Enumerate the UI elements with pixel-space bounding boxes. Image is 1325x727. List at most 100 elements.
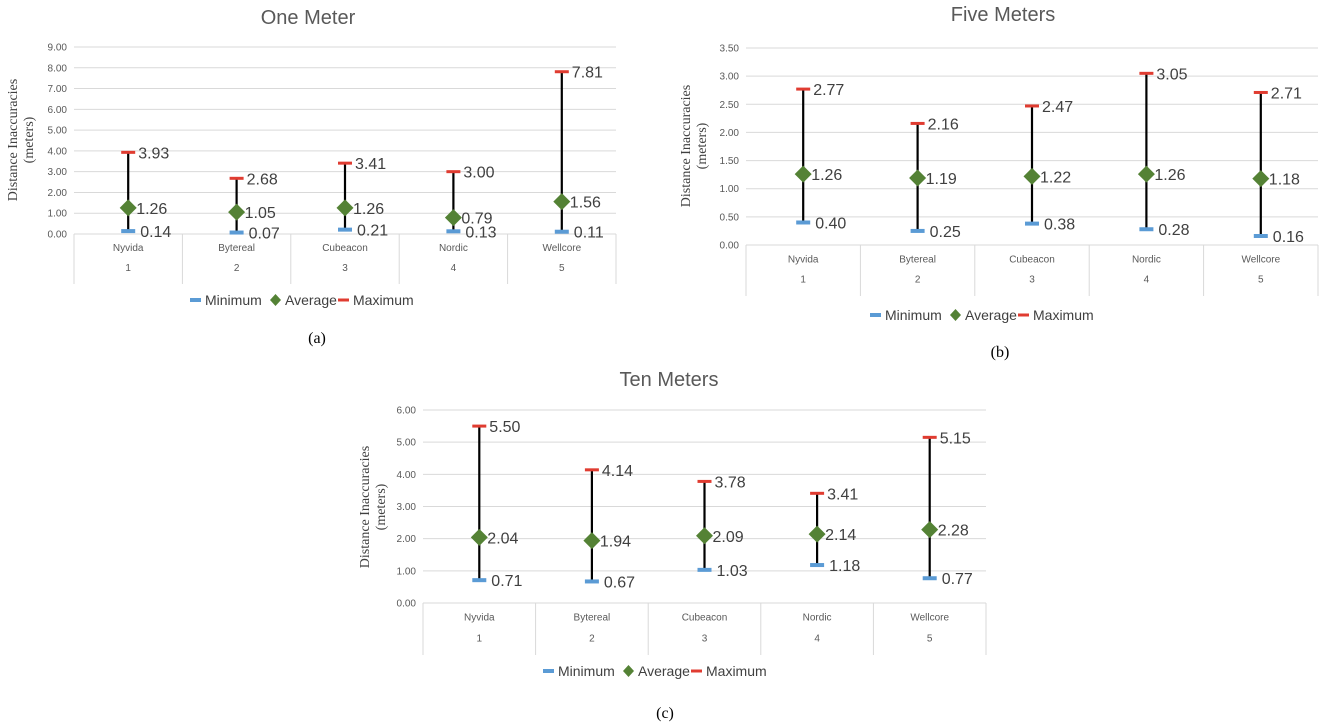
maximum-marker [1139, 71, 1154, 75]
average-marker [444, 209, 462, 227]
maximum-marker [229, 176, 244, 180]
average-marker [1023, 167, 1041, 185]
minimum-marker [446, 229, 461, 234]
average-marker [228, 203, 246, 221]
minimum-marker [910, 228, 925, 233]
category-label: Cubeacon [322, 243, 368, 254]
category-label: Nyvida [464, 613, 495, 624]
category-label: Nordic [439, 243, 468, 254]
chart-1: One Meter 0.00 1.00 2.00 3.00 4.00 5.00 6.00 7.0… [6, 7, 617, 347]
average-marker [921, 521, 939, 539]
average-marker [470, 528, 488, 546]
category-label: Wellcore [910, 613, 949, 624]
maximum-data-label: 5.15 [940, 430, 971, 447]
category-index-label: 1 [800, 275, 806, 286]
average-marker [1252, 170, 1270, 188]
maximum-marker [121, 150, 136, 154]
average-marker [553, 193, 571, 211]
y-axis-label-line: Distance Inaccuracies [679, 85, 694, 207]
maximum-marker [472, 424, 487, 428]
category-index-label: 4 [1144, 275, 1150, 286]
category-label: Nyvida [113, 243, 144, 254]
minimum-data-label: 0.77 [942, 571, 973, 588]
chart-title: One Meter [261, 7, 356, 29]
minimum-data-label: 1.18 [829, 558, 860, 575]
chart-title: Five Meters [951, 4, 1055, 26]
maximum-marker [446, 170, 461, 174]
category-index-label: 1 [125, 263, 131, 274]
minimum-marker [697, 567, 712, 572]
legend-label: Minimum [558, 663, 615, 679]
y-tick-label: 1.00 [397, 566, 417, 577]
average-marker [696, 527, 713, 545]
y-tick-label: 5.00 [397, 438, 417, 449]
average-marker [119, 199, 137, 217]
y-tick-label: 6.00 [397, 406, 417, 417]
maximum-marker [338, 161, 352, 165]
y-tick-label: 4.00 [397, 470, 417, 481]
category-index-label: 2 [234, 263, 240, 274]
y-tick-label: 2.00 [397, 534, 417, 545]
y-tick-label: 8.00 [48, 63, 68, 74]
minimum-data-label: 0.07 [249, 226, 280, 243]
maximum-data-label: 3.78 [715, 474, 746, 491]
category-index-label: 2 [589, 633, 595, 644]
y-tick-label: 7.00 [48, 84, 68, 95]
legend-minimum-swatch [870, 313, 881, 317]
maximum-data-label: 3.05 [1156, 66, 1187, 83]
y-tick-label: 0.00 [720, 241, 740, 252]
minimum-data-label: 0.16 [1273, 229, 1304, 246]
category-label: Wellcore [542, 243, 581, 254]
chart-2: Five Meters 0.00 0.50 1.00 1.50 2.00 2.50 3.00 3… [679, 4, 1319, 361]
y-tick-label: 1.50 [720, 156, 740, 167]
legend-maximum-swatch [338, 298, 349, 302]
category-index-label: 5 [559, 263, 565, 274]
average-data-label: 1.26 [811, 167, 842, 184]
minimum-marker [121, 229, 136, 234]
category-label: Cubeacon [682, 613, 728, 624]
figure-caption: (c) [656, 705, 674, 722]
y-tick-label: 5.00 [48, 126, 68, 137]
y-axis-label: Distance Inaccuracies(meters) [679, 85, 710, 207]
maximum-data-label: 3.41 [355, 156, 386, 173]
legend-label: Average [285, 292, 337, 308]
minimum-marker [584, 579, 599, 584]
minimum-data-label: 0.13 [465, 224, 496, 241]
y-tick-label: 1.00 [720, 184, 740, 195]
maximum-data-label: 2.47 [1042, 99, 1073, 116]
average-data-label: 1.26 [353, 201, 384, 218]
legend-label: Minimum [885, 307, 942, 323]
category-index-label: 4 [451, 263, 457, 274]
y-tick-label: 0.00 [48, 230, 68, 241]
y-axis-label: Distance Inaccuracies(meters) [358, 446, 389, 568]
maximum-data-label: 4.14 [602, 463, 633, 480]
category-label: Bytereal [218, 243, 255, 254]
maximum-marker [796, 87, 811, 91]
y-tick-label: 3.00 [720, 72, 740, 83]
category-index-label: 5 [927, 633, 933, 644]
minimum-data-label: 0.67 [604, 574, 635, 591]
maximum-marker [910, 121, 925, 125]
average-data-label: 1.19 [926, 171, 957, 188]
maximum-marker [1253, 90, 1268, 94]
category-index-label: 3 [1029, 275, 1035, 286]
y-tick-label: 0.50 [720, 212, 740, 223]
average-marker [1137, 165, 1155, 183]
y-tick-label: 2.50 [720, 100, 740, 111]
category-index-label: 1 [477, 633, 483, 644]
category-label: Nordic [803, 613, 832, 624]
average-marker [794, 165, 812, 183]
category-label: Nyvida [788, 254, 819, 265]
minimum-marker [338, 227, 352, 232]
legend-label: Maximum [706, 663, 767, 679]
y-tick-label: 3.00 [48, 167, 68, 178]
legend-minimum-swatch [190, 298, 201, 302]
category-index-label: 3 [342, 263, 348, 274]
minimum-data-label: 0.38 [1044, 217, 1075, 234]
average-data-label: 1.94 [600, 534, 631, 551]
minimum-data-label: 1.03 [717, 563, 748, 580]
legend-maximum-swatch [691, 669, 702, 673]
y-tick-label: 4.00 [48, 146, 68, 157]
category-label: Nordic [1132, 254, 1161, 265]
maximum-data-label: 5.50 [489, 419, 520, 436]
